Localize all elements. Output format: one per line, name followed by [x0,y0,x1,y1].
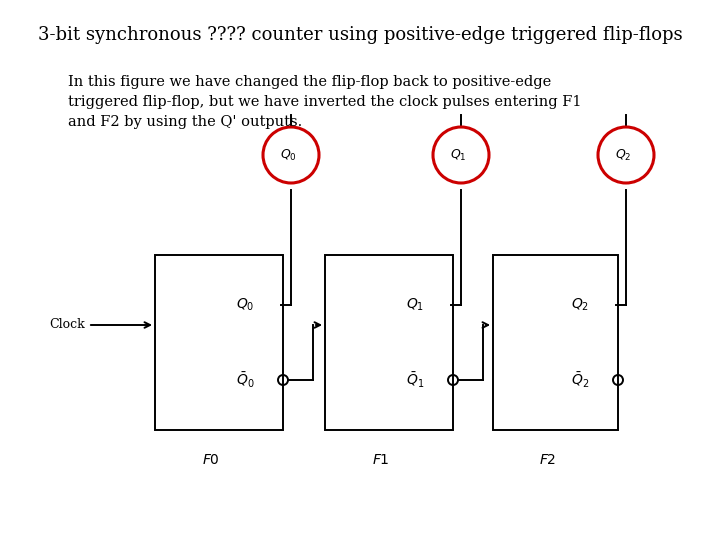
Text: $F1$: $F1$ [372,453,390,467]
Text: $Q_2$: $Q_2$ [571,297,589,313]
Text: In this figure we have changed the flip-flop back to positive-edge
triggered fli: In this figure we have changed the flip-… [68,75,582,129]
Text: $\bar{Q}_1$: $\bar{Q}_1$ [406,370,424,390]
Text: $Q_0$: $Q_0$ [235,297,254,313]
Bar [155,255,283,430]
Text: $\bar{Q}_2$: $\bar{Q}_2$ [571,370,589,390]
Text: Clock: Clock [49,319,85,332]
Text: 3-bit synchronous ???? counter using positive-edge triggered flip-flops: 3-bit synchronous ???? counter using pos… [37,26,683,44]
Text: $Q_2$: $Q_2$ [615,147,631,163]
Text: $Q_0$: $Q_0$ [279,147,297,163]
Text: $F2$: $F2$ [539,453,556,467]
Text: $Q_1$: $Q_1$ [406,297,424,313]
Bar [325,255,453,430]
Text: $F0$: $F0$ [202,453,220,467]
Text: $\bar{Q}_0$: $\bar{Q}_0$ [235,370,254,390]
Bar [493,255,618,430]
Text: $Q_1$: $Q_1$ [450,147,467,163]
